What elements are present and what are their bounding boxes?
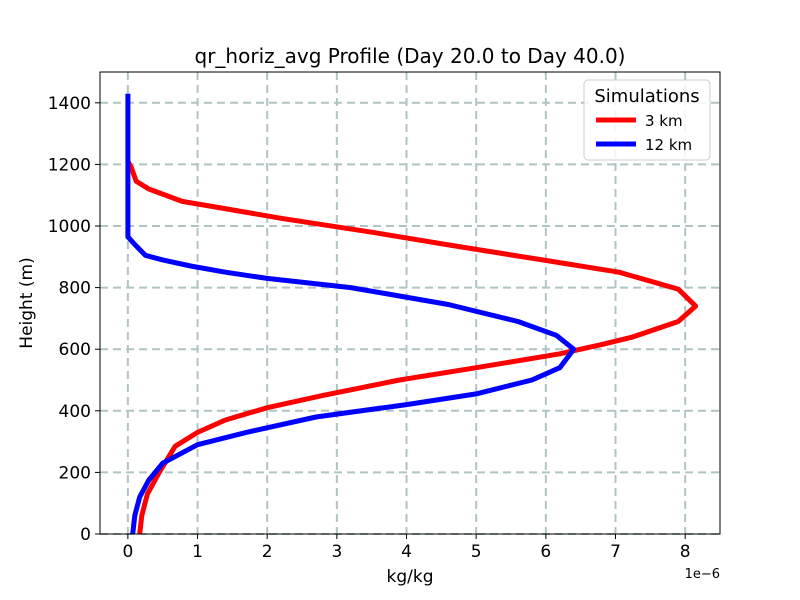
y-tick-label: 1400: [48, 94, 91, 114]
y-tick-label: 200: [59, 463, 91, 483]
y-axis-title: Height (m): [17, 257, 37, 348]
x-axis: 0 1 2 3 4 5 6 7 8: [122, 534, 691, 562]
x-tick-label: 2: [262, 542, 273, 562]
grid: [100, 72, 720, 535]
legend-label-12km: 12 km: [645, 136, 692, 154]
x-tick-label: 7: [610, 542, 621, 562]
x-tick-label: 6: [540, 542, 551, 562]
x-tick-label: 8: [680, 542, 691, 562]
legend-label-3km: 3 km: [645, 112, 683, 130]
x-offset-label: 1e−6: [685, 567, 720, 582]
x-tick-label: 4: [401, 542, 412, 562]
legend-title: Simulations: [594, 86, 699, 107]
y-tick-label: 1000: [48, 217, 91, 237]
x-tick-label: 3: [331, 542, 342, 562]
legend-item-12km[interactable]: 12 km: [596, 136, 692, 154]
x-tick-label: 0: [122, 542, 133, 562]
y-tick-label: 0: [80, 525, 91, 545]
plot-frame: [99, 71, 721, 535]
series-line-12km[interactable]: [125, 93, 577, 535]
x-axis-title: kg/kg: [387, 567, 434, 587]
y-tick-label: 600: [59, 340, 91, 360]
y-tick-label: 400: [59, 402, 91, 422]
y-tick-label: 1200: [48, 155, 91, 175]
y-axis: 0 200 400 600 800 1000 1200 1400: [48, 94, 100, 545]
legend-item-3km[interactable]: 3 km: [596, 112, 683, 130]
x-tick-label: 5: [471, 542, 482, 562]
y-tick-label: 800: [59, 279, 91, 299]
series-layer: [125, 93, 699, 535]
chart-title: qr_horiz_avg Profile (Day 20.0 to Day 40…: [195, 44, 626, 68]
legend-box: [583, 79, 711, 161]
x-tick-label: 1: [192, 542, 203, 562]
legend[interactable]: Simulations 3 km 12 km: [583, 79, 711, 161]
series-line-3km[interactable]: [125, 160, 699, 535]
